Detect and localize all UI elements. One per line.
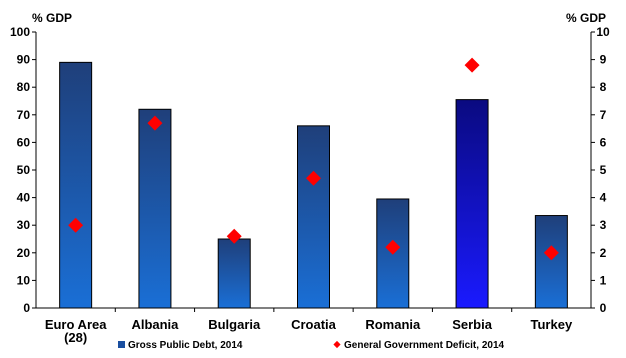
left-tick-label: 90 xyxy=(17,53,31,67)
legend-swatch-marker xyxy=(333,340,341,349)
legend-label-government-deficit: General Government Deficit, 2014 xyxy=(344,340,505,351)
marker-government-deficit xyxy=(385,239,401,255)
left-tick-label: 10 xyxy=(17,273,31,287)
bar-gross-public-debt xyxy=(297,125,330,309)
right-tick-label: 3 xyxy=(600,218,607,232)
category-label: Albania xyxy=(131,317,179,332)
left-tick-label: 40 xyxy=(17,191,31,205)
left-tick-label: 80 xyxy=(17,80,31,94)
right-tick-label: 5 xyxy=(600,163,607,177)
marker-government-deficit xyxy=(147,115,163,131)
right-tick-label: 6 xyxy=(600,135,607,149)
left-tick-label: 20 xyxy=(17,246,31,260)
left-tick-label: 0 xyxy=(23,301,30,315)
legend-swatch-bars xyxy=(118,341,125,348)
right-tick-label: 2 xyxy=(600,246,607,260)
bar-gross-public-debt xyxy=(534,215,568,309)
marker-government-deficit xyxy=(464,57,480,73)
category-label: Euro Area (28) xyxy=(45,317,107,345)
right-tick-label: 7 xyxy=(600,108,607,122)
left-tick-label: 60 xyxy=(17,135,31,149)
marker-government-deficit xyxy=(306,170,321,186)
marker-government-deficit xyxy=(543,245,559,261)
category-label: Croatia xyxy=(291,317,337,332)
right-unit-label: % GDP xyxy=(566,11,606,25)
legend-label-gross-public-debt: Gross Public Debt, 2014 xyxy=(128,340,243,351)
category-label: Bulgaria xyxy=(208,317,261,332)
bar-gross-public-debt xyxy=(59,61,93,309)
right-tick-label: 8 xyxy=(600,80,607,94)
bar-gross-public-debt xyxy=(217,238,251,309)
right-tick-label: 0 xyxy=(600,301,607,315)
bar-gross-public-debt xyxy=(455,99,489,309)
category-label: Serbia xyxy=(452,317,493,332)
plot-area: 0 10 20 30 40 50 60 70 80 90 100 0 1 2 3 4 5 6 7 8 9 10 Euro A… xyxy=(10,25,610,351)
bar-gross-public-debt xyxy=(138,108,172,309)
right-tick-label: 4 xyxy=(600,191,607,205)
right-tick-label: 9 xyxy=(600,53,607,67)
left-tick-label: 100 xyxy=(10,25,30,39)
category-label: Turkey xyxy=(531,317,573,332)
right-tick-label: 10 xyxy=(596,25,610,39)
left-unit-label: % GDP xyxy=(32,11,72,25)
left-tick-label: 30 xyxy=(17,218,31,232)
marker-government-deficit xyxy=(226,228,242,244)
right-tick-label: 1 xyxy=(600,273,607,287)
marker-government-deficit xyxy=(68,217,84,233)
category-label: Romania xyxy=(365,317,421,332)
left-tick-label: 70 xyxy=(17,108,31,122)
left-tick-label: 50 xyxy=(17,163,31,177)
